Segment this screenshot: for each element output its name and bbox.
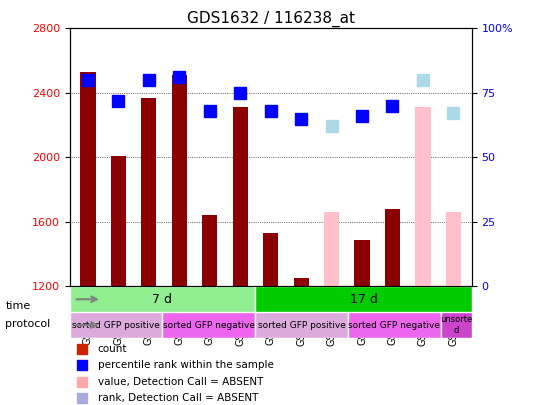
Text: value, Detection Call = ABSENT: value, Detection Call = ABSENT: [98, 377, 263, 386]
FancyBboxPatch shape: [255, 312, 348, 338]
Text: sorted GFP negative: sorted GFP negative: [348, 320, 441, 330]
Bar: [446, 212, 461, 286]
Bar: [80, 72, 95, 286]
Bar: [415, 107, 430, 286]
Bar: [233, 107, 248, 286]
Text: 7 d: 7 d: [152, 293, 173, 306]
Text: count: count: [98, 343, 128, 354]
Text: sorted GFP positive: sorted GFP positive: [258, 320, 346, 330]
Bar: [172, 75, 187, 286]
Title: GDS1632 / 116238_at: GDS1632 / 116238_at: [187, 11, 355, 27]
FancyBboxPatch shape: [70, 312, 162, 338]
Text: unsorte
d: unsorte d: [440, 315, 472, 335]
Bar: [385, 209, 400, 286]
FancyBboxPatch shape: [70, 286, 255, 312]
FancyBboxPatch shape: [441, 312, 472, 338]
Text: protocol: protocol: [5, 319, 50, 329]
Text: rank, Detection Call = ABSENT: rank, Detection Call = ABSENT: [98, 393, 258, 403]
FancyBboxPatch shape: [348, 312, 441, 338]
Bar: [111, 156, 126, 286]
Bar: [354, 240, 370, 286]
Bar: [294, 278, 309, 286]
Text: sorted GFP negative: sorted GFP negative: [163, 320, 255, 330]
FancyBboxPatch shape: [255, 286, 472, 312]
Text: percentile rank within the sample: percentile rank within the sample: [98, 360, 274, 370]
FancyBboxPatch shape: [162, 312, 255, 338]
Bar: [324, 212, 339, 286]
Text: sorted GFP positive: sorted GFP positive: [72, 320, 160, 330]
Text: time: time: [5, 301, 31, 311]
Bar: [202, 215, 218, 286]
Text: 17 d: 17 d: [349, 293, 377, 306]
Bar: [142, 98, 157, 286]
Bar: [263, 233, 278, 286]
